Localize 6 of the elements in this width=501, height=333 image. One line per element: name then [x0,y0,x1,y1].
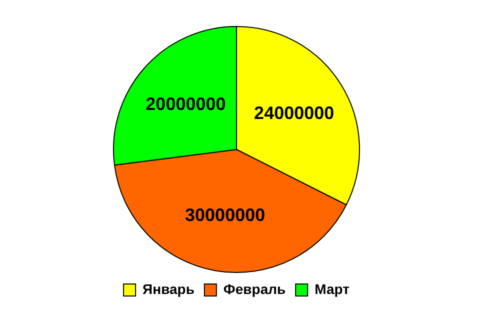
data-label: 20000000 [146,94,226,114]
legend-label: Февраль [223,280,286,297]
data-label: 24000000 [254,103,334,123]
legend-label: Март [314,280,350,297]
legend-label: Январь [142,280,195,297]
data-label: 30000000 [185,205,266,226]
